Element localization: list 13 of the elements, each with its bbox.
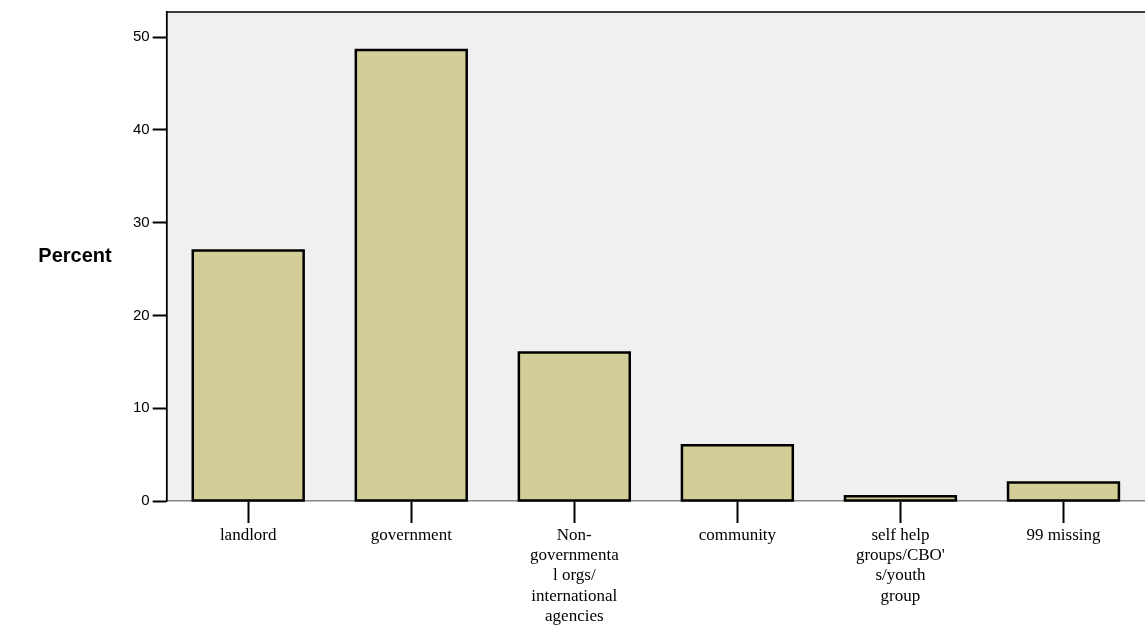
x-tick-label: landlord	[219, 524, 278, 544]
y-tick-label: 10	[133, 398, 150, 416]
y-tick-label: 20	[133, 305, 150, 323]
y-tick-label: 50	[133, 27, 150, 45]
y-axis-title: Percent	[38, 244, 113, 267]
x-tick-label: self help groups/CBO's/youth group	[855, 524, 945, 605]
x-tick-label: government	[370, 524, 453, 544]
y-tick-label: 40	[133, 119, 150, 137]
x-tick-label: 99 missing	[1026, 524, 1102, 544]
y-tick-label: 30	[133, 212, 150, 230]
x-tick-label: community	[698, 524, 777, 544]
y-tick-label: 0	[141, 491, 150, 509]
x-tick-label: Non-governmental orgs/ international agencies	[529, 524, 620, 626]
